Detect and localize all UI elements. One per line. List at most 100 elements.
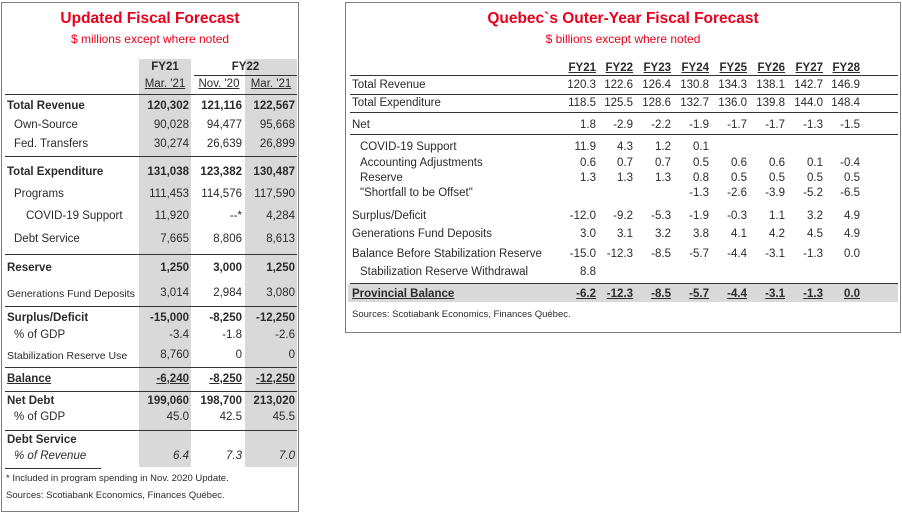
right-sources: Sources: Scotiabank Economics, Finances … [352,309,571,320]
left-rule-7 [5,430,297,431]
cell: 1.3 [655,172,671,184]
cell: 94,477 [206,119,242,131]
row-label: Generations Fund Deposits [352,228,492,240]
col-header: FY21 [568,62,597,74]
row-label: COVID-19 Support [360,141,457,153]
cell: 30,274 [153,138,189,150]
cell: -6.5 [840,187,860,199]
cell: 1,250 [266,262,295,274]
cell: -15.0 [569,248,596,260]
cell: -15,000 [149,312,189,324]
right-rule-net-bottom [350,134,898,135]
row-label: Debt Service [14,233,80,245]
cell: -3.9 [765,187,785,199]
col-header: FY23 [643,62,672,74]
cell: 1.1 [769,210,785,222]
outer-year-forecast-panel: Quebec`s Outer-Year Fiscal Forecast $ bi… [345,2,901,333]
row-label: Surplus/Deficit [352,210,427,222]
cell: 4,284 [266,210,295,222]
cell: -3.1 [765,248,785,260]
cell: -0.3 [727,210,747,222]
cell: 132.7 [680,97,709,109]
row-label: % of GDP [14,411,66,423]
cell: 111,453 [149,188,189,200]
cell: 4.3 [617,141,633,153]
cell: 0.5 [807,172,823,184]
cell: 134.3 [718,79,747,91]
cell: 1.3 [580,172,596,184]
cell: 11,920 [154,210,189,222]
row-label: "Shortfall to be Offset" [360,187,473,199]
cell: 8,613 [266,233,295,245]
cell: 118.5 [568,97,596,109]
row-label: Provincial Balance [352,288,455,300]
cell: 3,014 [160,287,189,299]
row-label: Total Revenue [7,100,85,112]
cell: 4.9 [844,228,860,240]
cell: 1.3 [617,172,633,184]
left-rule-2 [5,156,297,157]
cell: 90,028 [153,119,189,131]
cell: 1.8 [580,119,596,131]
cell: -5.7 [689,288,709,300]
cell: 125.5 [604,97,633,109]
cell: 7.0 [279,450,295,462]
cell: 0.6 [731,157,747,169]
cell: 1.2 [655,141,671,153]
cell: -8,250 [209,373,242,385]
cell: -4.4 [727,288,747,300]
col-fy22-mar: Mar. '21 [250,78,292,90]
cell: 8.8 [580,266,596,278]
cell: 0.8 [693,172,709,184]
cell: 0.1 [693,141,709,153]
left-rule-4 [5,306,297,307]
cell: 3.2 [807,210,823,222]
right-header-rule [350,75,898,76]
cell: 3,000 [213,262,242,274]
cell: -12,250 [255,373,295,385]
cell: -2.6 [727,187,747,199]
cell: -1.3 [803,119,823,131]
cell: 121,116 [201,100,242,112]
cell: 26,899 [259,138,295,150]
row-label: Total Expenditure [352,97,441,109]
cell: 120.3 [567,79,596,91]
cell: -3.1 [765,288,785,300]
left-rule-5 [5,367,297,368]
cell: 0.5 [844,172,860,184]
cell: -1.7 [727,119,747,131]
cell: 42.5 [219,411,242,423]
right-rule-balance [350,283,898,284]
col-fy22-nov: Nov. '20 [198,78,240,90]
col-header: FY28 [832,62,861,74]
cell: 0.0 [844,288,860,300]
cell: -3.4 [169,329,189,341]
cell: 0.7 [655,157,671,169]
cell: 0.6 [580,157,596,169]
row-label: Total Expenditure [7,166,104,178]
row-label: Accounting Adjustments [360,157,483,169]
row-label: Generations Fund Deposits [7,288,135,300]
col-header: FY22 [605,62,634,74]
cell: -8.5 [651,248,671,260]
cell: 128.6 [642,97,671,109]
cell: -1.5 [840,119,860,131]
cell: 45.0 [166,411,189,423]
cell: 142.7 [794,79,823,91]
left-sources: Sources: Scotiabank Economics, Finances … [6,490,225,501]
header-fy22: FY22 [231,61,260,73]
cell: -1.3 [803,288,823,300]
left-rule-3 [5,254,297,255]
col-fy21-mar: Mar. '21 [144,78,186,90]
row-label: % of GDP [14,329,66,341]
cell: 26,639 [206,138,242,150]
row-label: Debt Service [7,434,77,446]
left-title: Updated Fiscal Forecast [60,10,240,27]
cell: 138.1 [756,79,785,91]
cell: 2,984 [213,287,242,299]
cell: -1.7 [765,119,785,131]
cell: 45.5 [272,411,295,423]
left-subtitle: $ millions except where noted [70,32,230,46]
cell: -1.9 [689,210,709,222]
cell: 0.7 [617,157,633,169]
